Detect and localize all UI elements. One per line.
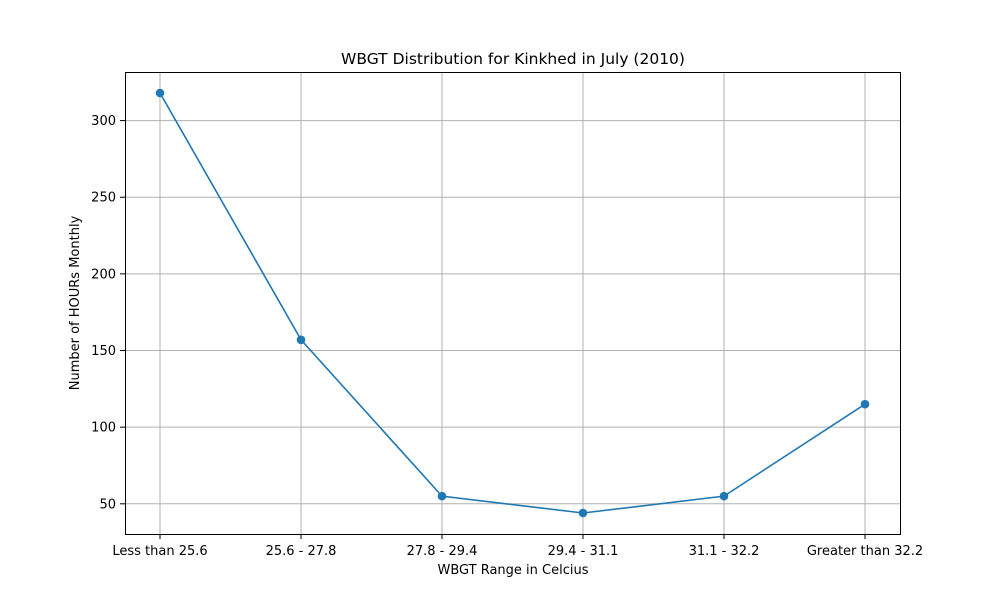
x-tick-label: 31.1 - 32.2 xyxy=(689,544,760,559)
x-tick-label: 27.8 - 29.4 xyxy=(407,544,478,559)
data-point xyxy=(296,335,306,345)
data-point xyxy=(719,491,729,501)
y-tick-label: 150 xyxy=(91,344,116,359)
series-line xyxy=(159,92,866,514)
grid xyxy=(125,72,900,534)
y-tick-label: 250 xyxy=(91,191,116,206)
y-axis-title: Number of HOURs Monthly xyxy=(68,215,83,390)
data-point xyxy=(860,399,870,409)
x-tick-label: 25.6 - 27.8 xyxy=(266,544,337,559)
ticks: Less than 25.6 25.6 - 27.8 27.8 - 29.4 29.4… xyxy=(91,114,923,559)
y-tick-label: 100 xyxy=(91,421,116,436)
data-point xyxy=(437,491,447,501)
data-point xyxy=(155,88,165,98)
chart-title: WBGT Distribution for Kinkhed in July (2… xyxy=(341,50,685,68)
y-tick-label: 50 xyxy=(99,497,116,512)
data-point xyxy=(578,508,588,518)
x-axis-title: WBGT Range in Celcius xyxy=(437,563,588,578)
x-tick-label: Greater than 32.2 xyxy=(807,544,923,559)
series-layer xyxy=(155,88,870,518)
plot-frame xyxy=(125,72,901,535)
y-tick-label: 300 xyxy=(91,114,116,129)
x-tick-label: Less than 25.6 xyxy=(112,544,207,559)
y-tick-label: 200 xyxy=(91,267,116,282)
x-tick-label: 29.4 - 31.1 xyxy=(548,544,619,559)
